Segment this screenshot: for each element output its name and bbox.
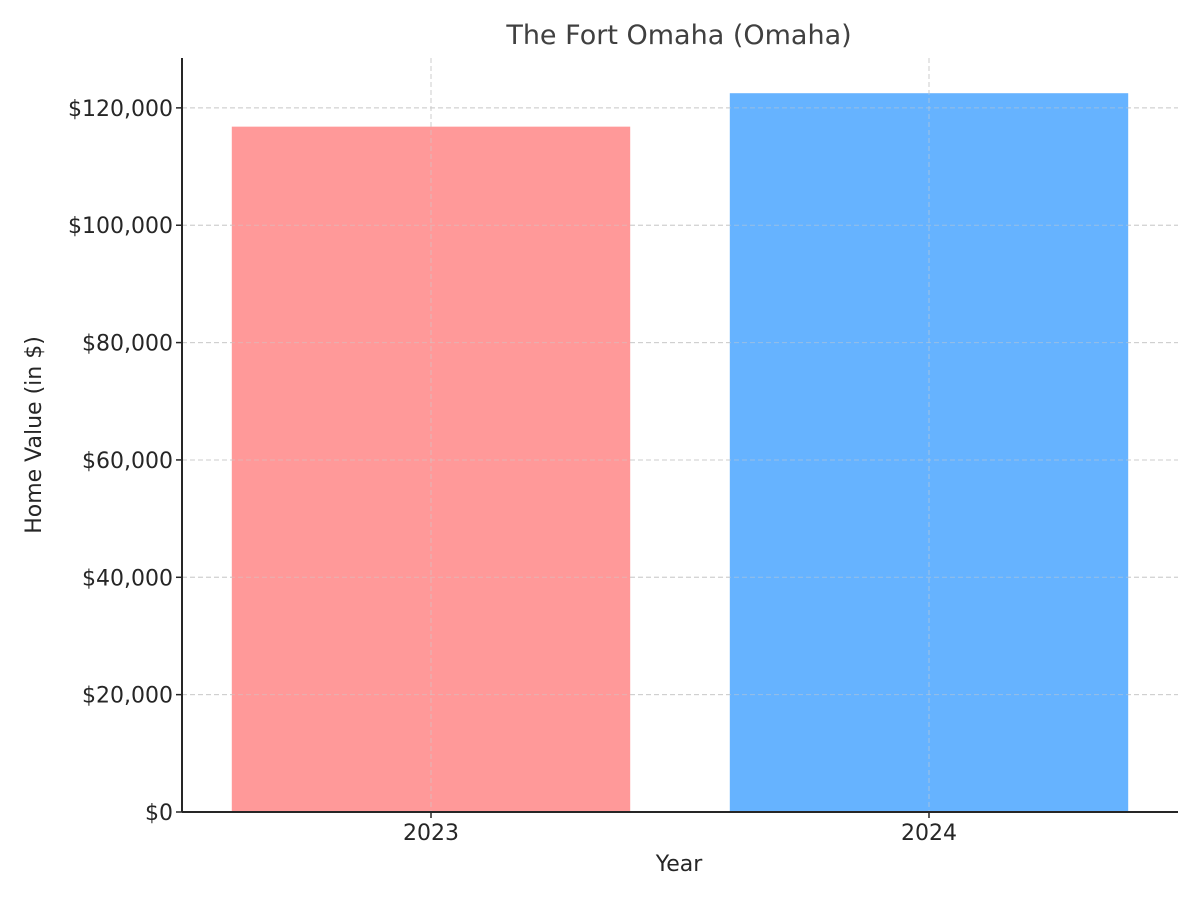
axes <box>181 58 1178 813</box>
y-tick-label: $80,000 <box>82 332 173 357</box>
y-tick-label: $20,000 <box>82 684 173 709</box>
y-tick-label: $60,000 <box>82 449 173 474</box>
y-tick-label: $100,000 <box>68 214 173 239</box>
y-axis-title: Home Value (in $) <box>22 336 47 534</box>
y-tick-label: $120,000 <box>68 97 173 122</box>
y-tick-label: $0 <box>145 801 173 826</box>
bars <box>182 58 1178 812</box>
y-tick-label: $40,000 <box>82 566 173 591</box>
x-tick-label: 2024 <box>901 821 957 846</box>
x-tick-label: 2023 <box>403 821 459 846</box>
ticks: $0 $20,000 $40,000 $60,000 $80,000 $100,000 $1… <box>68 97 957 846</box>
x-axis-title: Year <box>655 852 704 877</box>
chart-title: The Fort Omaha (Omaha) <box>505 20 851 51</box>
